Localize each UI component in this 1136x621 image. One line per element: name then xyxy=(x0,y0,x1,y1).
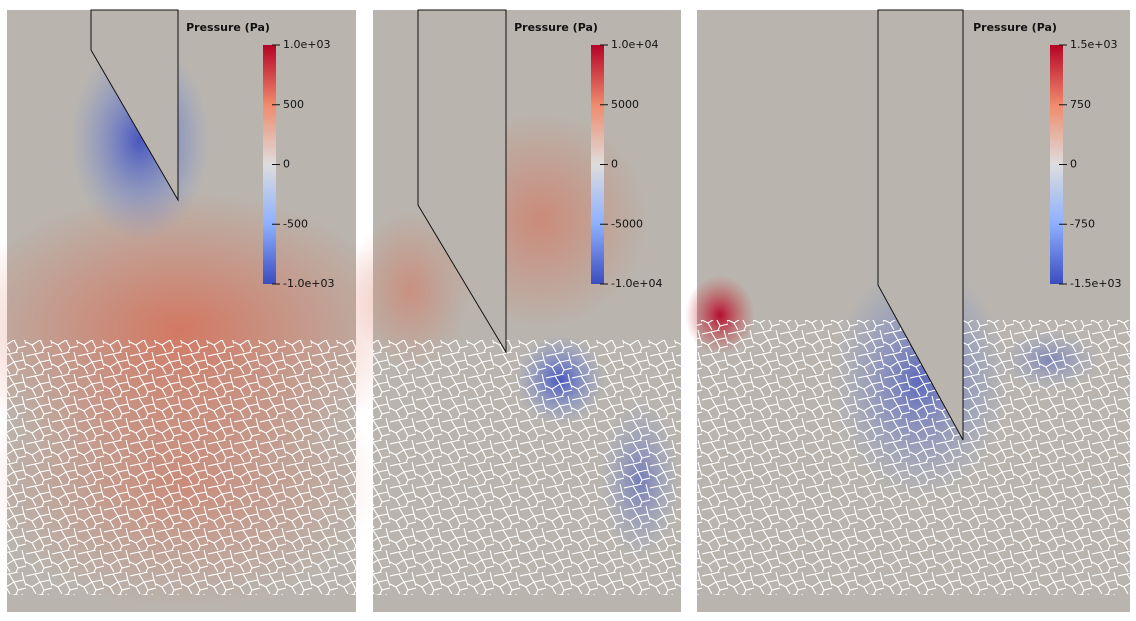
colorbar-tick-label: 5000 xyxy=(611,98,639,111)
colorbar-tick-label: 0 xyxy=(1070,158,1077,171)
colorbar-tick-label: 1.5e+03 xyxy=(1070,38,1117,51)
colorbar-tick-label: -1.0e+03 xyxy=(283,277,334,290)
colorbar-tick-label: -5000 xyxy=(611,217,643,230)
panel xyxy=(350,9,681,612)
panel xyxy=(0,9,410,612)
colorbar-tick-label: 1.0e+04 xyxy=(611,38,658,51)
colorbar-tick-label: 500 xyxy=(283,98,304,111)
colorbar-tick-label: -500 xyxy=(283,217,308,230)
colorbar-tick-label: 1.0e+03 xyxy=(283,38,330,51)
colorbar-title: Pressure (Pa) xyxy=(186,21,270,34)
colorbar-title: Pressure (Pa) xyxy=(973,21,1057,34)
colorbar-tick-label: -750 xyxy=(1070,217,1095,230)
colorbar-tick-label: 750 xyxy=(1070,98,1091,111)
colorbar-tick-label: -1.0e+04 xyxy=(611,277,662,290)
panel xyxy=(685,9,1130,612)
colorbar-tick-label: -1.5e+03 xyxy=(1070,277,1121,290)
colorbar-tick-label: 0 xyxy=(283,158,290,171)
colorbar-tick-label: 0 xyxy=(611,158,618,171)
colorbar-title: Pressure (Pa) xyxy=(514,21,598,34)
